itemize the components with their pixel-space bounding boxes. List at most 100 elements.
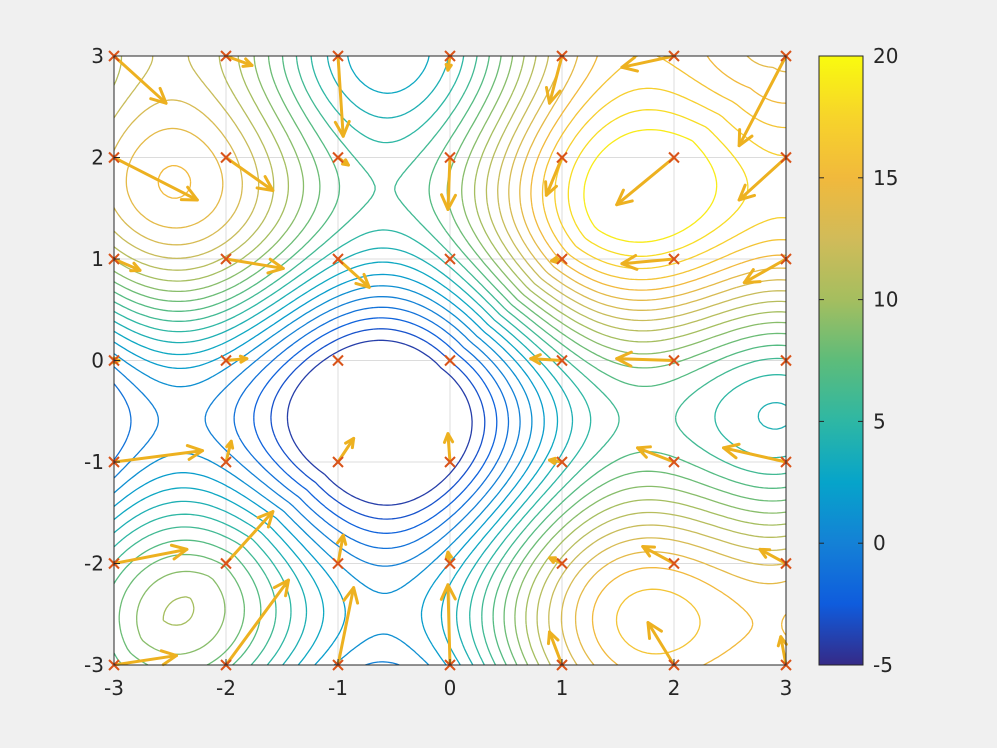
quiver-head (225, 439, 235, 450)
quiver-shaft (112, 449, 205, 464)
x-axis: -3 -2 -1 0 1 2 3 (104, 659, 792, 700)
marker-stroke (668, 253, 680, 265)
quiver-shaft (224, 439, 233, 464)
y-tick-label: -1 (84, 450, 104, 474)
quiver-arrow (548, 456, 564, 465)
grid-point-marker (668, 557, 680, 570)
quiver-arrows (112, 54, 788, 667)
quiver-shaft (446, 156, 452, 211)
quiver-arrow (336, 586, 360, 667)
quiver-head (149, 86, 168, 105)
marker-stroke (556, 354, 568, 367)
quiver-arrow (224, 578, 290, 667)
quiver-head (241, 57, 254, 68)
quiver-head (737, 183, 756, 202)
quiver-head (256, 510, 275, 529)
quiver-shaft (779, 635, 788, 667)
contour-line (157, 56, 786, 665)
marker-stroke (332, 253, 344, 265)
quiver-head (159, 649, 178, 667)
marker-stroke (668, 151, 680, 164)
grid-point-marker (668, 456, 680, 468)
quiver-head (646, 621, 663, 640)
quiver-head (742, 268, 762, 285)
marker-stroke (668, 456, 680, 468)
quiver-head (620, 55, 639, 73)
grid-point-marker (556, 151, 568, 164)
quiver-arrow (636, 445, 676, 464)
quiver-head (129, 261, 142, 273)
contour-line (114, 56, 559, 665)
quiver-arrow (758, 547, 788, 565)
quiver-arrow (737, 156, 788, 202)
quiver-head (336, 533, 348, 546)
quiver-head (546, 630, 560, 646)
quiver-arrow (112, 257, 142, 273)
grid-point-marker (668, 151, 680, 164)
grid-point-marker (332, 456, 344, 468)
quiver-head (776, 635, 788, 648)
marker-stroke (444, 456, 456, 468)
quiver-shaft (620, 54, 676, 69)
y-tick-label: 1 (91, 247, 104, 271)
quiver-arrow (439, 583, 457, 667)
quiver-shaft (529, 357, 564, 362)
marker-stroke (668, 557, 680, 570)
marker-stroke (220, 151, 232, 164)
quiver-head (544, 180, 558, 197)
quiver-arrow (333, 54, 351, 138)
quiver-head (641, 545, 656, 558)
marker-stroke (444, 557, 456, 570)
quiver-arrow (444, 550, 453, 565)
marker-stroke (332, 456, 344, 468)
y-tick-label: 0 (91, 349, 104, 373)
grid-point-marker (220, 456, 232, 468)
quiver-head (238, 354, 249, 364)
grid-point-marker (220, 151, 232, 164)
y-tick-label: 2 (91, 146, 104, 170)
x-tick-label: -1 (328, 676, 348, 700)
marker-stroke (556, 557, 568, 570)
y-axis: -3 -2 -1 0 1 2 3 (84, 44, 120, 677)
grid-point-marker (332, 557, 344, 570)
colorbar-tick-label: 10 (873, 288, 898, 312)
contour-line (286, 339, 473, 506)
quiver-shaft (336, 54, 345, 138)
marker-stroke (556, 253, 568, 265)
colorbar-tick-label: 0 (873, 531, 886, 555)
marker-stroke (444, 151, 456, 164)
quiver-head (620, 253, 639, 271)
x-tick-label: 2 (668, 676, 681, 700)
contour-line (567, 109, 749, 257)
y-tick-label: -2 (84, 552, 104, 576)
quiver-shaft (646, 621, 676, 667)
quiver-shaft (224, 578, 290, 667)
contour-line (125, 56, 786, 665)
marker-stroke (332, 151, 344, 164)
marker-stroke (220, 253, 232, 265)
quiver-shaft (112, 54, 168, 105)
colorbar-tick-label: 5 (873, 409, 886, 433)
grid-point-marker (668, 354, 680, 367)
marker-stroke (332, 557, 344, 570)
x-tick-label: 1 (556, 676, 569, 700)
quiver-head (179, 185, 199, 202)
y-tick-label: 3 (91, 44, 104, 68)
quiver-head (354, 272, 371, 289)
quiver-shaft (544, 156, 564, 197)
grid-point-marker (444, 456, 456, 468)
quiver-shaft (112, 257, 142, 272)
quiver-shaft (336, 586, 356, 667)
quiver-head (169, 543, 189, 561)
quiver-shaft (742, 257, 788, 285)
quiver-shaft (224, 156, 275, 193)
quiver-arrow (646, 621, 676, 667)
contour-line (541, 56, 786, 655)
quiver-head (342, 586, 360, 605)
contour-line (114, 56, 786, 665)
grid-point-marker (444, 253, 456, 265)
y-tick-label: -3 (84, 653, 104, 677)
colorbar: -5 0 5 10 15 20 (818, 44, 898, 677)
quiver-head (529, 353, 542, 366)
